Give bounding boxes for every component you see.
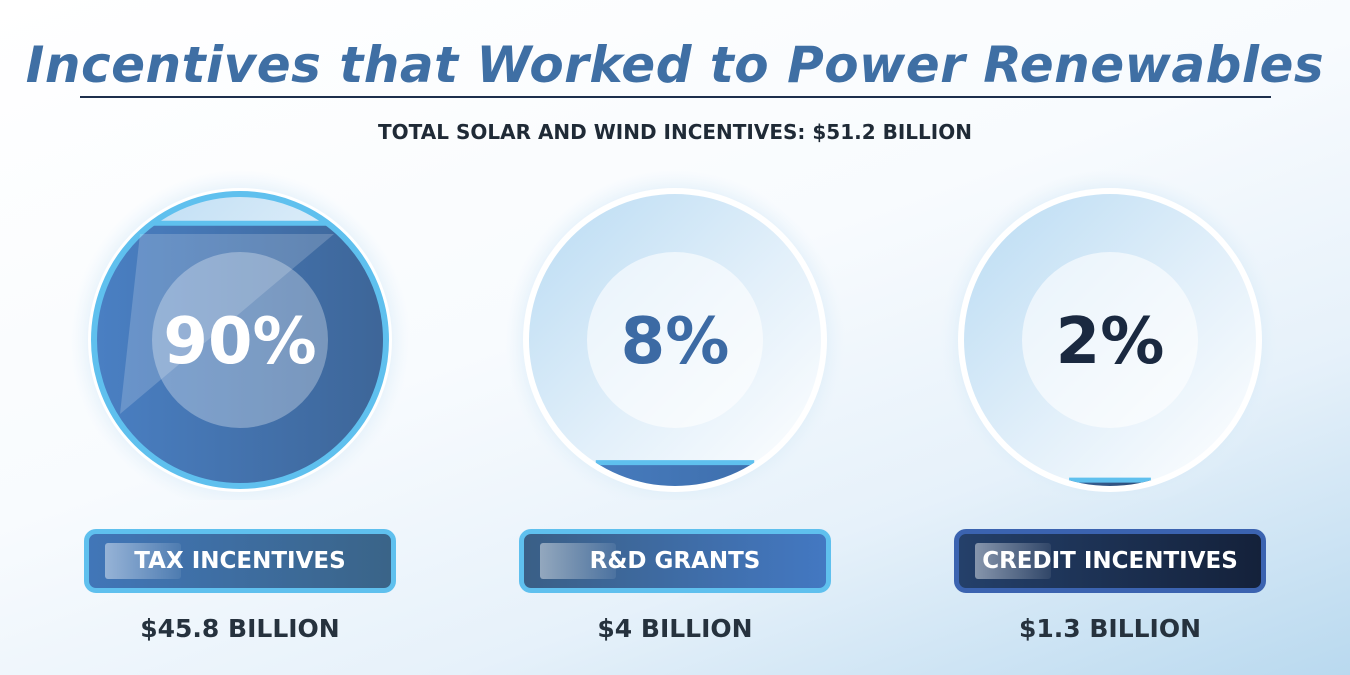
title-divider [80, 96, 1271, 98]
gauge-rd-grants: 8% [505, 170, 845, 500]
pill-shine [540, 543, 616, 579]
amount-label-tax: $45.8 BILLION [140, 614, 340, 643]
label-pill-tax: TAX INCENTIVES [84, 529, 396, 593]
pill-shine [975, 543, 1051, 579]
percent-label: 90% [163, 305, 316, 379]
category-label-credit: CREDIT INCENTIVES [982, 548, 1238, 574]
label-pill-grants: R&D GRANTS [519, 529, 831, 593]
gauge-credit-incentives: 2% [940, 170, 1280, 500]
card-rd-grants: 8% R&D GRANTS $4 BILLION [465, 0, 885, 675]
card-tax-incentives: 90% TAX INCENTIVES $45.8 BILLION [30, 0, 450, 675]
page-title: Incentives that Worked to Power Renewabl… [25, 36, 1325, 94]
center-disc [1022, 252, 1198, 428]
gauge-tax-incentives: 90% [70, 170, 410, 500]
category-label-tax: TAX INCENTIVES [134, 548, 346, 574]
category-label-grants: R&D GRANTS [589, 548, 761, 574]
amount-label-grants: $4 BILLION [597, 614, 753, 643]
gloss-highlight [120, 234, 334, 414]
center-disc [152, 252, 328, 428]
percent-label: 2% [1056, 305, 1165, 379]
amount-label-credit: $1.3 BILLION [1018, 614, 1202, 643]
label-pill-credit: CREDIT INCENTIVES [954, 529, 1266, 593]
gauge-ring [91, 191, 389, 489]
fill-level-bar [964, 480, 1256, 486]
chart-subtitle: TOTAL SOLAR AND WIND INCENTIVES: $51.2 B… [378, 120, 972, 144]
pill-shine [105, 543, 181, 579]
card-credit-incentives: 2% CREDIT INCENTIVES $1.3 BILLION [900, 0, 1320, 675]
percent-label: 8% [621, 305, 730, 379]
center-disc [587, 252, 763, 428]
fill-level-bar [94, 223, 386, 486]
